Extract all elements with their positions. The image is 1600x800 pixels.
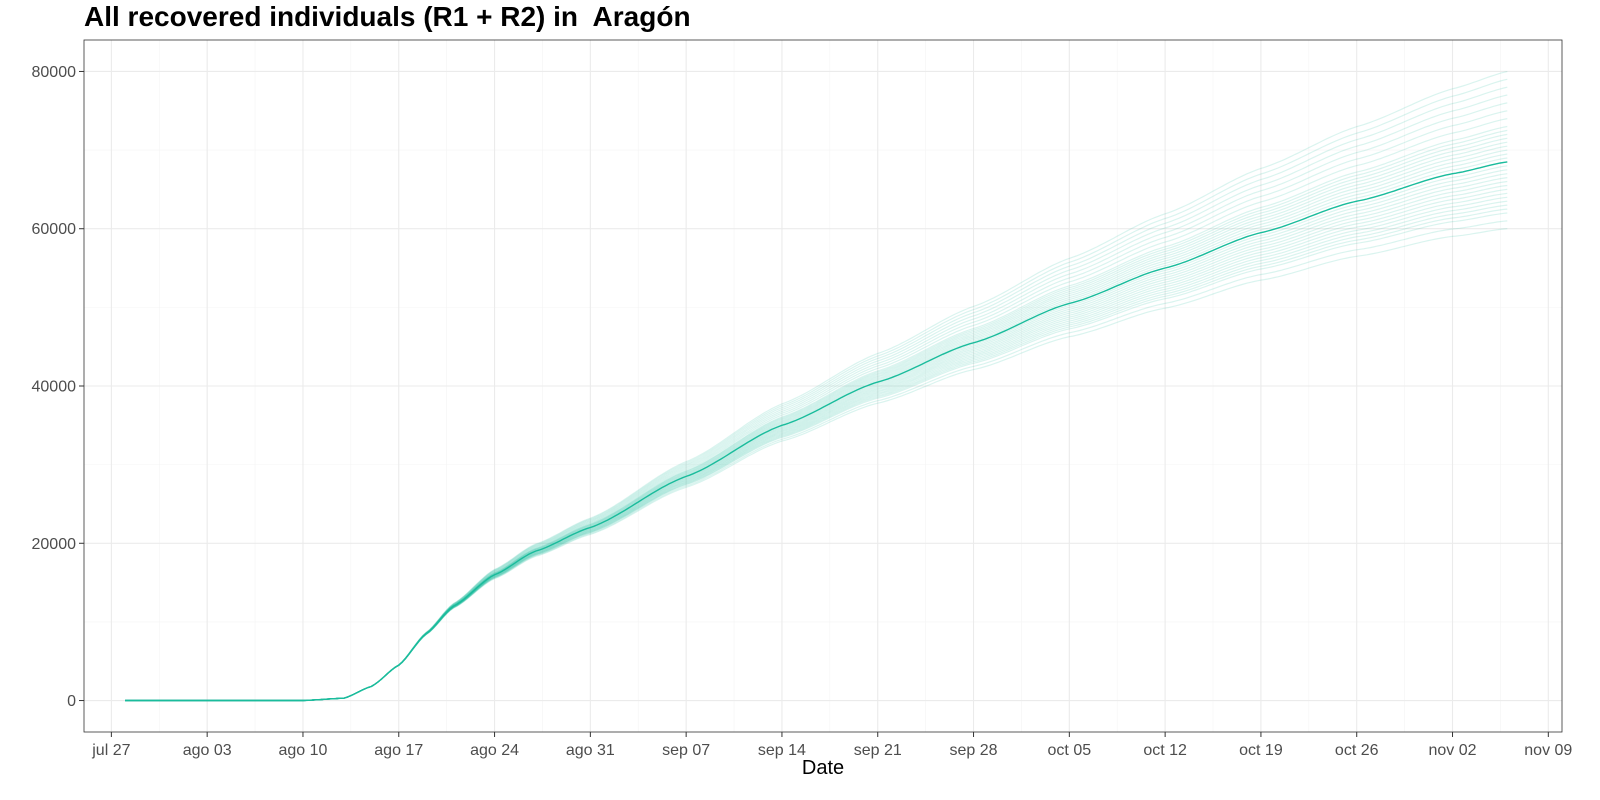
chart-title: All recovered individuals (R1 + R2) in A…: [84, 1, 691, 32]
ensemble-series-line: [125, 188, 1508, 702]
y-tick-label: 80000: [32, 64, 77, 81]
ensemble-series-line: [125, 78, 1508, 702]
y-tick-label: 0: [67, 693, 76, 710]
x-tick-label: ago 24: [470, 742, 519, 759]
x-tick-label: nov 02: [1428, 742, 1476, 759]
x-tick-label: sep 14: [758, 742, 806, 759]
x-tick-label: oct 05: [1048, 742, 1092, 759]
x-tick-label: ago 03: [183, 742, 232, 759]
ensemble-series-line: [125, 220, 1508, 702]
x-tick-label: oct 19: [1239, 742, 1283, 759]
ensemble-series-line: [125, 200, 1508, 702]
ensemble-series-line: [125, 153, 1508, 702]
x-axis: jul 27 ago 03 ago 10 ago 17 ago 24 ago 31 sep …: [91, 732, 1572, 759]
x-tick-label: sep 07: [662, 742, 710, 759]
x-tick-label: oct 26: [1335, 742, 1379, 759]
ensemble-series-line: [125, 157, 1508, 702]
ensemble-series-line: [125, 192, 1508, 702]
y-tick-label: 40000: [32, 379, 77, 396]
x-tick-label: ago 10: [278, 742, 327, 759]
x-tick-label: ago 17: [374, 742, 423, 759]
median-series-line: [125, 161, 1508, 702]
y-tick-label: 20000: [32, 536, 77, 553]
ensemble-series-line: [125, 212, 1508, 702]
ensemble-series-line: [125, 204, 1508, 702]
x-tick-label: ago 31: [566, 742, 615, 759]
x-axis-title: Date: [802, 757, 844, 779]
x-tick-label: nov 09: [1524, 742, 1572, 759]
median-line: [125, 161, 1508, 702]
x-tick-label: sep 28: [950, 742, 998, 759]
y-tick-label: 60000: [32, 221, 77, 238]
y-axis: 0 20000 40000 60000 80000: [32, 64, 84, 710]
ensemble-series-line: [125, 208, 1508, 702]
ensemble-series-line: [125, 184, 1508, 702]
major-gridlines: [84, 40, 1562, 732]
x-tick-label: jul 27: [91, 742, 130, 759]
ensemble-series-line: [125, 196, 1508, 702]
ensemble-series-line: [125, 165, 1508, 702]
x-tick-label: oct 12: [1143, 742, 1187, 759]
x-tick-label: sep 21: [854, 742, 902, 759]
ensemble-series-line: [125, 161, 1508, 702]
